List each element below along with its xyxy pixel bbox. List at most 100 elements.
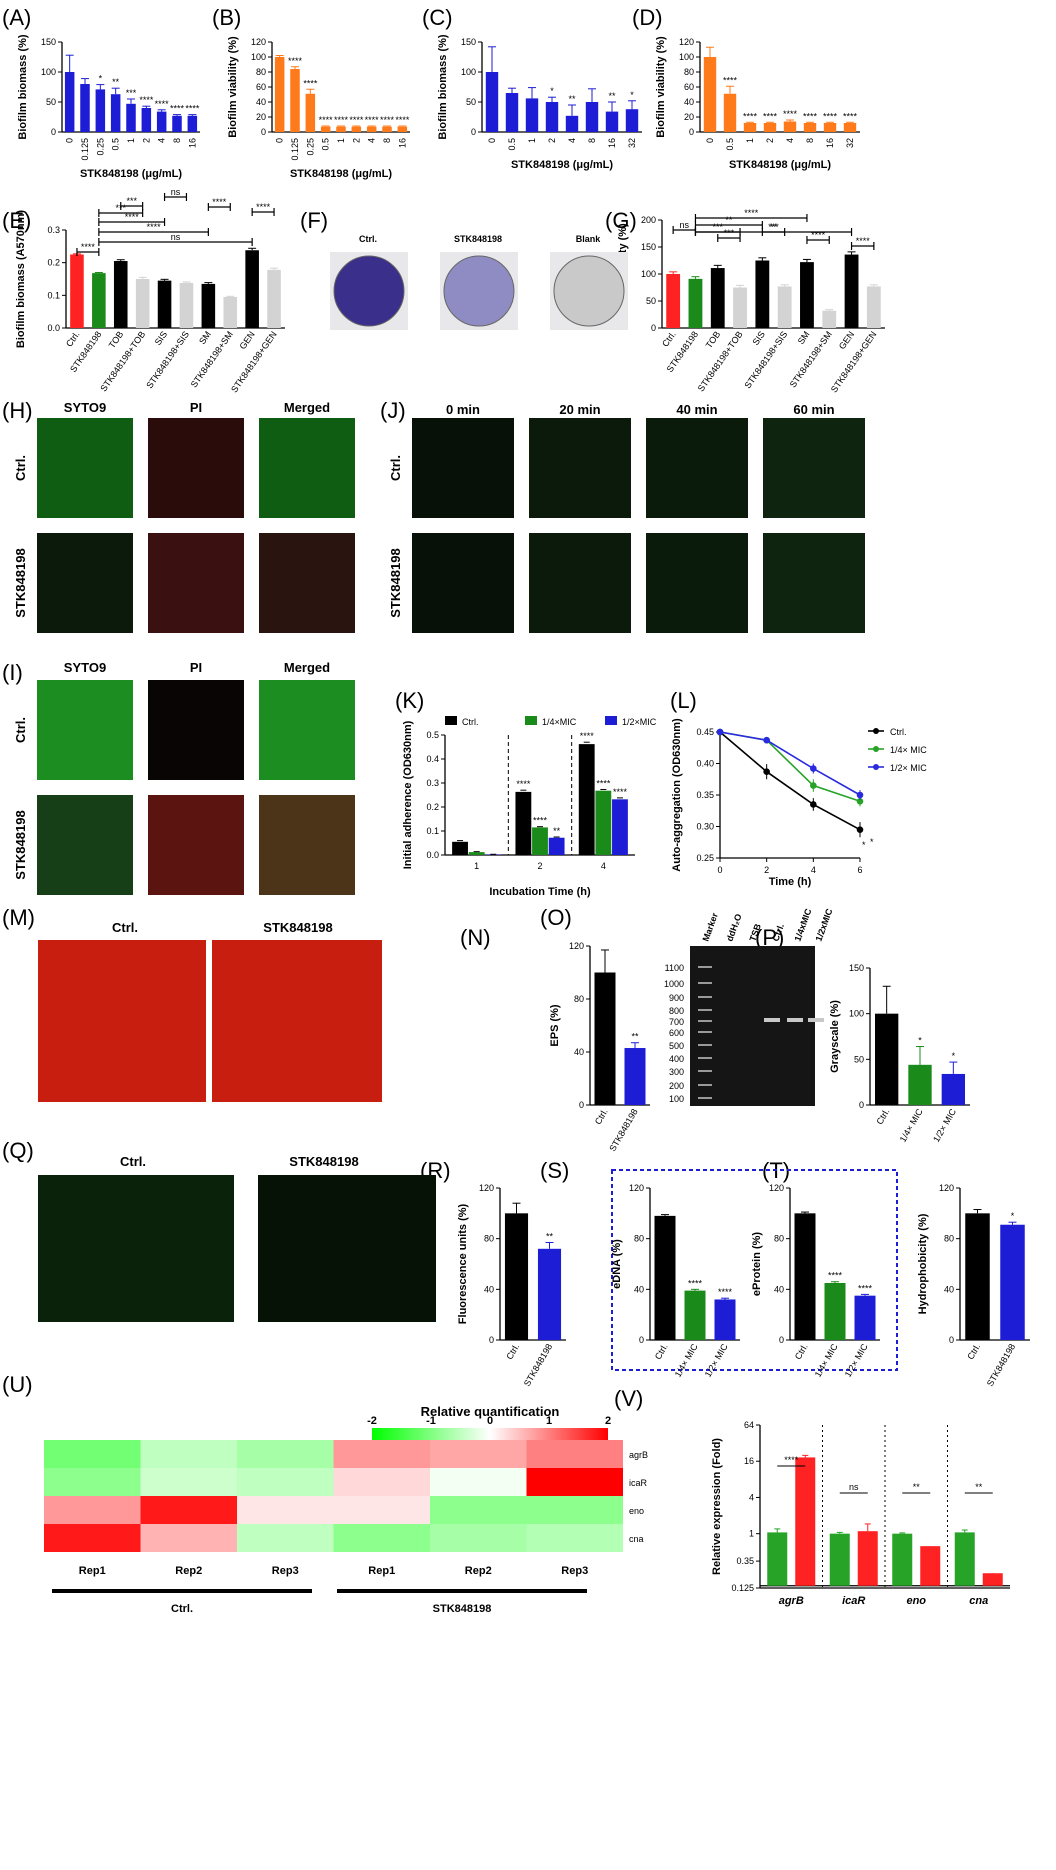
x-tick-label: 1 bbox=[527, 138, 537, 143]
x-tick-label: GEN bbox=[837, 329, 856, 351]
micrograph bbox=[412, 418, 514, 518]
marker-size-label: 900 bbox=[669, 993, 684, 1003]
x-tick-label: 1/2× MIC bbox=[843, 1342, 870, 1379]
x-tick-label: 4 bbox=[601, 861, 606, 871]
bar bbox=[504, 1213, 529, 1340]
comparison-label: **** bbox=[147, 222, 162, 232]
micrograph bbox=[529, 533, 631, 633]
y-tick-label: 50 bbox=[646, 296, 656, 306]
bar bbox=[485, 72, 499, 132]
comparison-label: ns bbox=[171, 232, 181, 242]
y-axis-title: Biofilm biomass (A570nm) bbox=[15, 210, 27, 348]
y-tick-label: 0 bbox=[261, 127, 266, 137]
marker-size-label: 400 bbox=[669, 1054, 684, 1064]
row-label: STK848198 bbox=[13, 548, 28, 617]
y-tick-label: 0 bbox=[579, 1100, 584, 1110]
bar bbox=[908, 1064, 932, 1105]
y-tick-label: 0.35 bbox=[696, 790, 714, 800]
x-tick-label: Ctrl. bbox=[793, 1342, 810, 1361]
heatmap-cell bbox=[140, 1468, 237, 1496]
significance-label: **** bbox=[718, 1287, 733, 1297]
bar bbox=[1000, 1224, 1025, 1340]
y-tick-label: 120 bbox=[251, 37, 266, 47]
column-label: Rep1 bbox=[368, 1565, 395, 1577]
column-label: Rep3 bbox=[561, 1565, 588, 1577]
x-tick-label: 4 bbox=[785, 138, 795, 143]
chart-(K): 0.0 0.1 0.2 0.3 0.4 0.5 Initial adherence (OD6… bbox=[402, 716, 657, 898]
heatmap-cell bbox=[237, 1440, 334, 1468]
significance-label: **** bbox=[723, 75, 738, 85]
bar bbox=[824, 1283, 846, 1340]
comparison-label: ** bbox=[975, 1482, 983, 1492]
y-tick-label: 80 bbox=[684, 67, 694, 77]
micrograph bbox=[148, 533, 244, 633]
significance-label: **** bbox=[596, 778, 611, 788]
y-tick-label: 40 bbox=[256, 97, 266, 107]
marker-band bbox=[698, 1009, 712, 1011]
bar bbox=[537, 1248, 562, 1340]
significance-label: * bbox=[630, 90, 634, 100]
y-axis-title: Initial adherence (OD630nm) bbox=[402, 720, 414, 869]
x-tick-label: 0 bbox=[65, 138, 75, 143]
significance-label: **** bbox=[828, 1271, 843, 1281]
bar bbox=[920, 1546, 941, 1586]
y-tick-label: 64 bbox=[744, 1420, 754, 1430]
row-label: agrB bbox=[629, 1450, 648, 1460]
y-axis-title: Relative expression (Fold) bbox=[711, 1438, 723, 1575]
x-tick-label: 0 bbox=[275, 138, 285, 143]
y-tick-label: 0.1 bbox=[47, 290, 60, 300]
y-axis-title: Biofilm biomass (%) bbox=[17, 34, 29, 139]
data-point bbox=[856, 798, 864, 805]
column-header: Merged bbox=[284, 400, 330, 415]
marker-band bbox=[698, 1044, 712, 1046]
marker-band bbox=[698, 966, 712, 968]
bar bbox=[351, 126, 362, 132]
y-tick-label: 0.4 bbox=[426, 754, 439, 764]
y-tick-label: 40 bbox=[574, 1047, 584, 1057]
micrograph bbox=[148, 418, 244, 518]
x-tick-label: 0.5 bbox=[111, 138, 121, 151]
heatmap-cell bbox=[333, 1524, 430, 1552]
bar bbox=[857, 1531, 878, 1586]
legend-marker bbox=[873, 728, 879, 734]
series-line bbox=[719, 731, 861, 803]
row-label: icaR bbox=[629, 1478, 648, 1488]
bar bbox=[875, 1013, 899, 1105]
gel-image bbox=[690, 946, 815, 1106]
significance-label: **** bbox=[365, 115, 380, 125]
bar bbox=[763, 123, 777, 132]
significance-label: **** bbox=[516, 779, 531, 789]
micrograph bbox=[259, 533, 355, 633]
y-tick-label: 20 bbox=[684, 112, 694, 122]
column-label: Rep1 bbox=[79, 1565, 106, 1577]
bar bbox=[545, 102, 559, 132]
comparison-label: **** bbox=[212, 197, 227, 207]
x-tick-label: 32 bbox=[627, 138, 637, 148]
legend-marker bbox=[873, 746, 879, 752]
x-tick-label: 8 bbox=[805, 138, 815, 143]
bar bbox=[605, 111, 619, 132]
comparison-label: **** bbox=[811, 230, 826, 240]
significance-label: **** bbox=[319, 115, 334, 125]
x-tick-label: 8 bbox=[172, 138, 182, 143]
bar bbox=[866, 286, 881, 328]
comparison-label: ns bbox=[680, 220, 690, 230]
significance-label: **** bbox=[533, 816, 548, 826]
data-point bbox=[763, 736, 770, 744]
panel-label: (D) bbox=[632, 5, 663, 30]
group-bar bbox=[52, 1589, 312, 1593]
heatmap-cell bbox=[526, 1524, 623, 1552]
panel-label: (E) bbox=[2, 208, 31, 233]
x-tick-label: SIS bbox=[750, 329, 767, 347]
x-tick-label: TOB bbox=[107, 329, 126, 350]
x-tick-label: 1 bbox=[474, 861, 479, 871]
bar bbox=[70, 254, 84, 328]
bar bbox=[703, 57, 717, 132]
bar bbox=[743, 123, 757, 132]
panel-label: (P) bbox=[755, 925, 784, 950]
marker-size-label: 1100 bbox=[665, 963, 684, 973]
y-tick-label: 0.5 bbox=[426, 730, 439, 740]
y-tick-label: 150 bbox=[461, 37, 476, 47]
